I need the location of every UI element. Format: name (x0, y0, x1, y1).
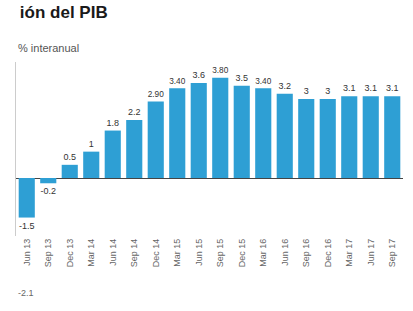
svg-text:-2.1: -2.1 (18, 288, 34, 298)
svg-text:Sep 16: Sep 16 (301, 239, 311, 268)
svg-text:Sep 13: Sep 13 (43, 239, 53, 268)
svg-text:3.6: 3.6 (192, 70, 205, 80)
svg-text:Jun 14: Jun 14 (108, 239, 118, 266)
svg-text:Dec 15: Dec 15 (237, 239, 247, 268)
svg-text:Sep 17: Sep 17 (387, 239, 397, 268)
svg-text:Jun 13: Jun 13 (22, 239, 32, 266)
svg-text:Dec 16: Dec 16 (323, 239, 333, 268)
svg-text:1.8: 1.8 (106, 118, 119, 128)
svg-text:Mar 16: Mar 16 (258, 239, 268, 267)
svg-text:3.40: 3.40 (255, 77, 271, 86)
svg-text:Mar 17: Mar 17 (344, 239, 354, 267)
svg-text:2.2: 2.2 (128, 107, 141, 117)
svg-text:3: 3 (304, 86, 309, 96)
svg-text:Sep 15: Sep 15 (215, 239, 225, 268)
svg-text:3.40: 3.40 (169, 77, 185, 86)
svg-text:Mar 15: Mar 15 (172, 239, 182, 267)
svg-text:Mar 14: Mar 14 (86, 239, 96, 267)
svg-text:0.5: 0.5 (63, 152, 76, 162)
svg-text:3: 3 (325, 86, 330, 96)
svg-text:% interanual: % interanual (18, 42, 79, 54)
svg-text:3.80: 3.80 (212, 66, 228, 75)
svg-text:Dec 14: Dec 14 (151, 239, 161, 268)
svg-text:Jun 15: Jun 15 (194, 239, 204, 266)
svg-text:1: 1 (89, 139, 94, 149)
svg-text:ión del PIB: ión del PIB (20, 3, 108, 22)
svg-text:Jun 16: Jun 16 (280, 239, 290, 266)
svg-text:Dec 13: Dec 13 (65, 239, 75, 268)
svg-text:2.90: 2.90 (148, 90, 164, 99)
svg-text:3.1: 3.1 (364, 83, 377, 93)
svg-text:3.1: 3.1 (343, 83, 356, 93)
svg-text:-0.2: -0.2 (40, 186, 56, 196)
svg-text:3.2: 3.2 (278, 81, 291, 91)
svg-text:Sep 14: Sep 14 (129, 239, 139, 268)
svg-text:3.1: 3.1 (386, 83, 399, 93)
svg-text:3.5: 3.5 (235, 73, 248, 83)
svg-text:-1.5: -1.5 (19, 221, 35, 231)
svg-text:Jun 17: Jun 17 (366, 239, 376, 266)
